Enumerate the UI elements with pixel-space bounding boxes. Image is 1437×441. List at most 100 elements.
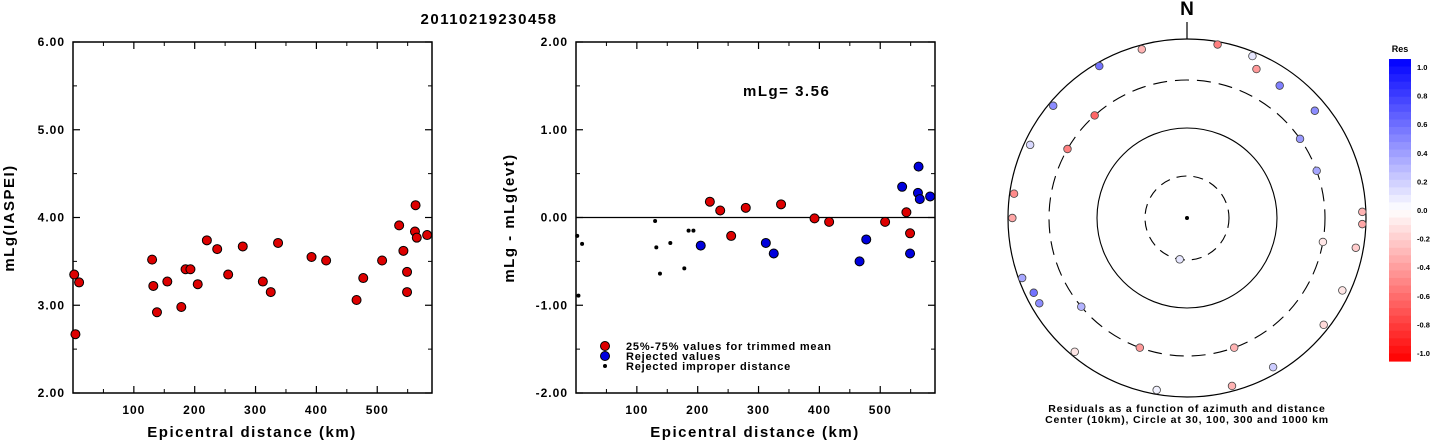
colorbar-segment bbox=[1389, 308, 1411, 317]
plot2-xtick-label: 400 bbox=[808, 403, 831, 417]
improper-distance-point bbox=[653, 219, 658, 224]
colorbar-segment bbox=[1389, 89, 1411, 98]
trimmed-point bbox=[905, 228, 916, 239]
data-point bbox=[69, 269, 80, 280]
residual-station-point bbox=[1310, 106, 1320, 115]
plot1-xtick-label: 500 bbox=[366, 403, 389, 417]
residual-station-point bbox=[1213, 40, 1222, 49]
plot2-ytick-label: -2.00 bbox=[536, 386, 568, 400]
plot2-xtick-label: 100 bbox=[625, 403, 648, 417]
data-point bbox=[162, 276, 173, 287]
residual-station-point bbox=[1268, 362, 1278, 372]
colorbar-segment bbox=[1389, 119, 1411, 128]
colorbar-segment bbox=[1389, 187, 1411, 196]
residual-station-point bbox=[1319, 320, 1328, 329]
plot1-frame bbox=[72, 41, 433, 394]
polar-circle-100km bbox=[1096, 127, 1278, 309]
colorbar-segment bbox=[1389, 126, 1411, 136]
polar-circle-300km bbox=[1048, 79, 1326, 357]
rejected-point bbox=[695, 240, 706, 251]
plot1-ytick-label: 5.00 bbox=[38, 123, 65, 137]
improper-distance-point bbox=[576, 293, 581, 298]
plot1-x-axis-label: Epicentral distance (km) bbox=[147, 424, 356, 441]
residual-colorbar: Res 1.0 0.8 0.6 0.4 0.2 0.0 -0.2 -0.4 -0.6 -0.8 -1… bbox=[1389, 44, 1431, 362]
colorbar-segment bbox=[1389, 323, 1411, 332]
data-point bbox=[321, 255, 332, 266]
polar-caption-line2: Center (10km), Circle at 30, 100, 300 an… bbox=[1045, 414, 1329, 426]
rejected-point bbox=[861, 234, 872, 245]
plot2-xtick-label: 300 bbox=[747, 403, 770, 417]
residual-station-point bbox=[1175, 255, 1184, 264]
colorbar-segment bbox=[1389, 338, 1411, 347]
data-point bbox=[402, 287, 413, 298]
plot1-xtick-label: 300 bbox=[244, 403, 267, 417]
data-point bbox=[398, 245, 409, 256]
improper-distance-point bbox=[654, 245, 659, 250]
improper-distance-point bbox=[580, 241, 585, 246]
residual-station-point bbox=[1070, 347, 1079, 356]
colorbar-segment bbox=[1389, 142, 1411, 151]
residual-station-point bbox=[1275, 81, 1284, 90]
colorbar-segment bbox=[1389, 293, 1411, 302]
residual-station-point bbox=[1135, 343, 1145, 352]
colorbar-tick-label: 1.0 bbox=[1417, 63, 1427, 72]
data-point bbox=[394, 220, 405, 231]
trimmed-point bbox=[715, 205, 726, 216]
trimmed-point bbox=[880, 216, 891, 227]
colorbar-segment bbox=[1389, 232, 1411, 241]
residual-station-point bbox=[1252, 64, 1261, 74]
residual-station-point bbox=[1137, 45, 1146, 54]
residual-station-point bbox=[1318, 237, 1328, 247]
trimmed-point bbox=[824, 216, 835, 227]
colorbar-segment bbox=[1389, 210, 1411, 219]
residual-station-point bbox=[1358, 219, 1367, 229]
plot2-x-axis-label: Epicentral distance (km) bbox=[650, 424, 859, 441]
colorbar-title: Res bbox=[1392, 44, 1409, 54]
data-point bbox=[410, 200, 421, 211]
colorbar-segment bbox=[1389, 277, 1411, 287]
residual-station-point bbox=[1227, 381, 1237, 391]
colorbar-segment bbox=[1389, 202, 1411, 211]
data-point bbox=[70, 329, 81, 340]
data-point bbox=[201, 235, 212, 246]
plot2-ytick-label: -1.00 bbox=[536, 298, 568, 312]
residual-station-point bbox=[1009, 189, 1019, 198]
colorbar-segment bbox=[1389, 104, 1411, 113]
colorbar-segment bbox=[1389, 111, 1411, 120]
colorbar-segment bbox=[1389, 74, 1411, 83]
improper-distance-point bbox=[682, 266, 687, 271]
residual-station-point bbox=[1025, 140, 1035, 150]
event-magnitude-annotation: mLg= 3.56 bbox=[743, 83, 830, 100]
residual-station-point bbox=[1017, 273, 1027, 283]
residual-station-point bbox=[1035, 299, 1044, 308]
data-point bbox=[358, 273, 369, 284]
colorbar-segment bbox=[1389, 134, 1411, 143]
data-point bbox=[223, 269, 234, 280]
legend-trimmed-marker bbox=[600, 341, 610, 351]
plot1-ytick-label: 4.00 bbox=[38, 211, 65, 225]
residual-station-point bbox=[1077, 302, 1086, 311]
data-point bbox=[273, 237, 284, 248]
data-point bbox=[257, 276, 268, 287]
colorbar-segment bbox=[1389, 81, 1411, 90]
rejected-point bbox=[925, 191, 936, 202]
colorbar-segment bbox=[1389, 157, 1411, 166]
plot1-y-axis-label: mLg(IASPEI) bbox=[1, 164, 18, 271]
residual-station-point bbox=[1152, 385, 1161, 395]
plot1-ytick-label: 3.00 bbox=[38, 298, 65, 312]
data-point bbox=[74, 277, 85, 288]
residual-station-point bbox=[1351, 243, 1360, 252]
improper-distance-point bbox=[686, 228, 691, 233]
colorbar-segment bbox=[1389, 345, 1411, 355]
residual-station-point bbox=[1049, 101, 1058, 110]
colorbar-segment bbox=[1389, 330, 1411, 339]
colorbar-segment bbox=[1389, 149, 1411, 158]
data-point bbox=[351, 294, 362, 305]
improper-distance-point bbox=[575, 233, 580, 238]
data-point bbox=[422, 230, 433, 241]
colorbar-segment bbox=[1389, 262, 1411, 271]
legend-rejected-label: Rejected values bbox=[626, 351, 721, 363]
colorbar-segment bbox=[1389, 179, 1411, 188]
data-point bbox=[402, 266, 413, 277]
legend-improper-label: Rejected improper distance bbox=[626, 361, 791, 373]
